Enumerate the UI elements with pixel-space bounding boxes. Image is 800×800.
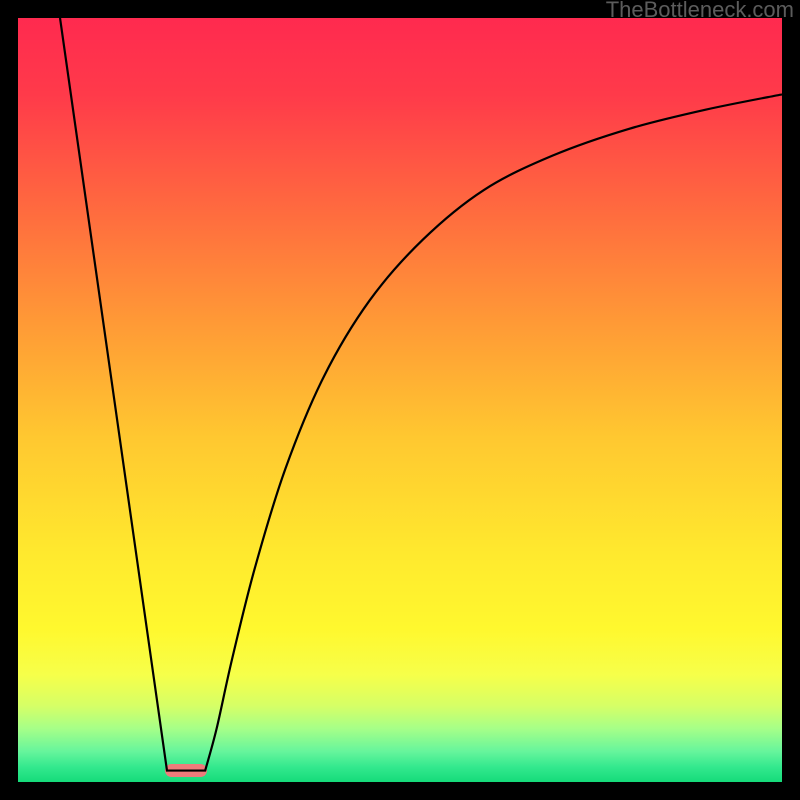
watermark-text: TheBottleneck.com — [606, 0, 794, 23]
bottleneck-curve — [60, 18, 782, 771]
curve-layer — [18, 18, 782, 782]
chart-frame: TheBottleneck.com — [0, 0, 800, 800]
plot-area — [18, 18, 782, 782]
